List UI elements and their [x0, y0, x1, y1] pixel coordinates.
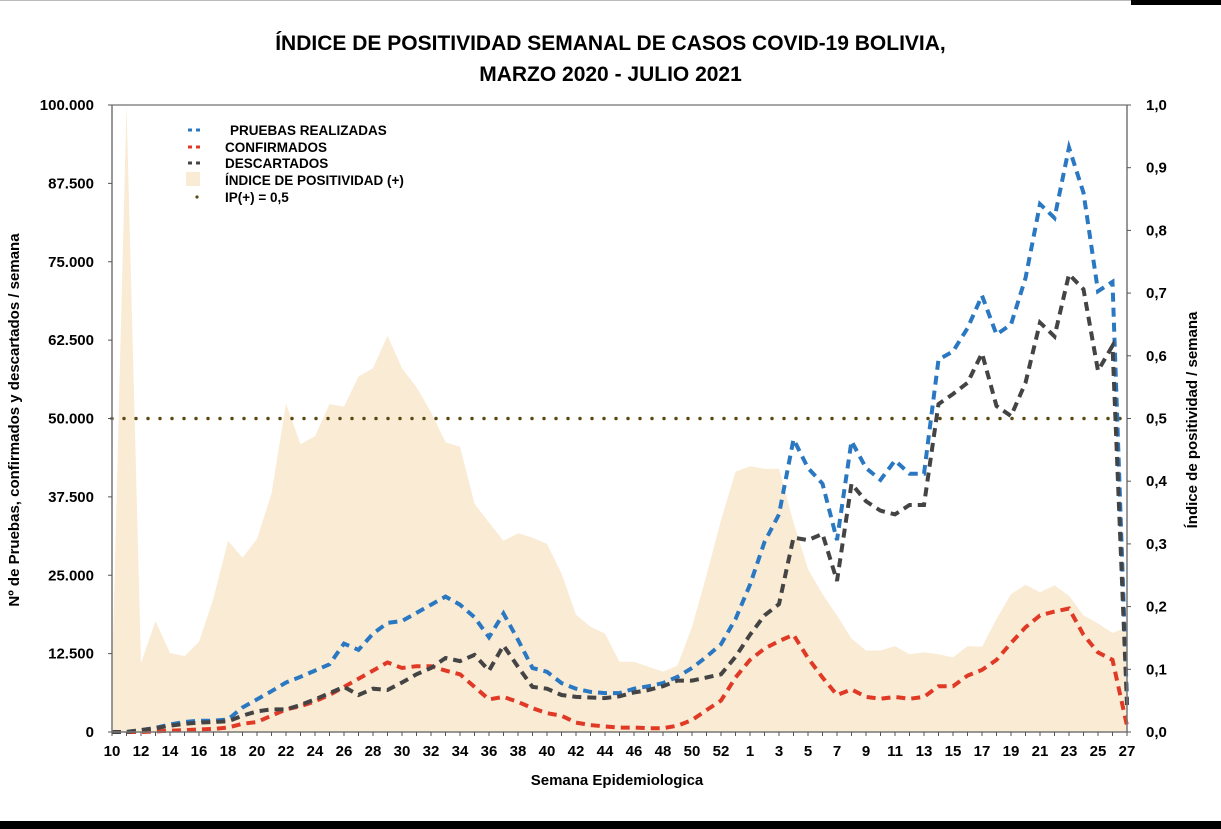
y2-tick-label: 0,7 [1146, 285, 1167, 302]
y-tick-label: 0 [86, 724, 94, 741]
y-tick-label: 50.000 [48, 411, 94, 428]
x-tick-label: 10 [104, 743, 121, 760]
chart-title-line1: ÍNDICE DE POSITIVIDAD SEMANAL DE CASOS C… [275, 32, 946, 55]
chart-title-line2: MARZO 2020 - JULIO 2021 [479, 63, 742, 86]
x-tick-label: 15 [945, 743, 962, 760]
x-tick-label: 42 [568, 743, 585, 760]
legend: PRUEBAS REALIZADAS CONFIRMADOSDESCARTADOS… [186, 123, 404, 205]
y2-tick-label: 0,8 [1146, 222, 1167, 239]
x-tick-label: 36 [481, 743, 498, 760]
positivity-area-layer [112, 105, 1127, 732]
axes: 0 12.500 25.000 37.500 50.000 62.500 75.000 87.… [40, 97, 1168, 760]
x-tick-label: 18 [220, 743, 237, 760]
x-tick-label: 38 [510, 743, 527, 760]
x-tick-label: 7 [833, 743, 841, 760]
y2-tick-label: 0,3 [1146, 536, 1167, 553]
legend-label: ÍNDICE DE POSITIVIDAD (+) [225, 173, 404, 188]
x-tick-label: 25 [1090, 743, 1107, 760]
confirmados-line [112, 606, 1129, 734]
positivity-index-area [112, 105, 1127, 732]
x-tick-label: 14 [162, 743, 179, 760]
series-lines-layer [112, 139, 1129, 734]
x-tick-label: 12 [133, 743, 150, 760]
x-tick-label: 50 [684, 743, 701, 760]
x-tick-label: 52 [713, 743, 730, 760]
x-tick-label: 40 [539, 743, 556, 760]
y-tick-label: 12.500 [48, 646, 94, 663]
x-tick-label: 44 [597, 743, 614, 760]
y2-tick-label: 0,9 [1146, 160, 1167, 177]
x-tick-label: 26 [336, 743, 353, 760]
y-tick-label: 62.500 [48, 332, 94, 349]
legend-label: PRUEBAS REALIZADAS [230, 123, 387, 138]
legend-item: PRUEBAS REALIZADAS [188, 123, 387, 138]
y-axis-label: Nº de Pruebas, confirmados y descartados… [6, 233, 23, 607]
x-tick-label: 13 [916, 743, 933, 760]
y2-tick-label: 0,6 [1146, 348, 1167, 365]
x-tick-label: 1 [746, 743, 754, 760]
legend-item: IP(+) = 0,5 [195, 190, 289, 205]
x-tick-label: 28 [365, 743, 382, 760]
x-tick-label: 30 [394, 743, 411, 760]
x-tick-label: 19 [1003, 743, 1020, 760]
x-tick-label: 48 [655, 743, 672, 760]
x-tick-label: 32 [423, 743, 440, 760]
x-tick-label: 21 [1032, 743, 1049, 760]
pruebas-realizadas-line [112, 139, 1129, 734]
y2-axis-label: Índice de positividad / semana [1184, 311, 1201, 528]
x-axis-label: Semana Epidemiologica [531, 772, 704, 789]
legend-label: CONFIRMADOS [225, 140, 327, 155]
top-black-bar [1131, 0, 1221, 5]
y-tick-label: 75.000 [48, 254, 94, 271]
legend-item: ÍNDICE DE POSITIVIDAD (+) [186, 172, 404, 188]
x-tick-label: 5 [804, 743, 812, 760]
x-tick-label: 3 [775, 743, 783, 760]
y2-tick-label: 1,0 [1146, 97, 1167, 114]
x-tick-label: 9 [862, 743, 870, 760]
legend-swatch-area [186, 172, 200, 186]
descartados-line [112, 270, 1129, 734]
y2-tick-label: 0,1 [1146, 661, 1167, 678]
x-tick-label: 46 [626, 743, 643, 760]
x-tick-label: 24 [307, 743, 324, 760]
legend-item: DESCARTADOS [188, 156, 328, 171]
x-tick-label: 22 [278, 743, 295, 760]
legend-label: DESCARTADOS [225, 156, 328, 171]
y2-tick-label: 0,0 [1146, 724, 1167, 741]
legend-item: CONFIRMADOS [188, 140, 327, 155]
x-tick-label: 23 [1061, 743, 1078, 760]
y-tick-label: 87.500 [48, 175, 94, 192]
legend-swatch-dot [195, 195, 199, 199]
top-border [0, 0, 1221, 1]
x-tick-label: 27 [1119, 743, 1136, 760]
y2-tick-label: 0,2 [1146, 599, 1167, 616]
y2-tick-label: 0,5 [1146, 411, 1167, 428]
y-tick-label: 37.500 [48, 489, 94, 506]
x-tick-label: 34 [452, 743, 469, 760]
legend-label: IP(+) = 0,5 [225, 190, 289, 205]
x-tick-label: 20 [249, 743, 266, 760]
bottom-black-bar [0, 821, 1221, 829]
x-tick-label: 11 [887, 743, 903, 760]
y2-tick-label: 0,4 [1146, 473, 1168, 490]
x-tick-label: 17 [974, 743, 991, 760]
y-tick-label: 25.000 [48, 567, 94, 584]
x-tick-label: 16 [191, 743, 208, 760]
y-tick-label: 100.000 [40, 97, 94, 114]
